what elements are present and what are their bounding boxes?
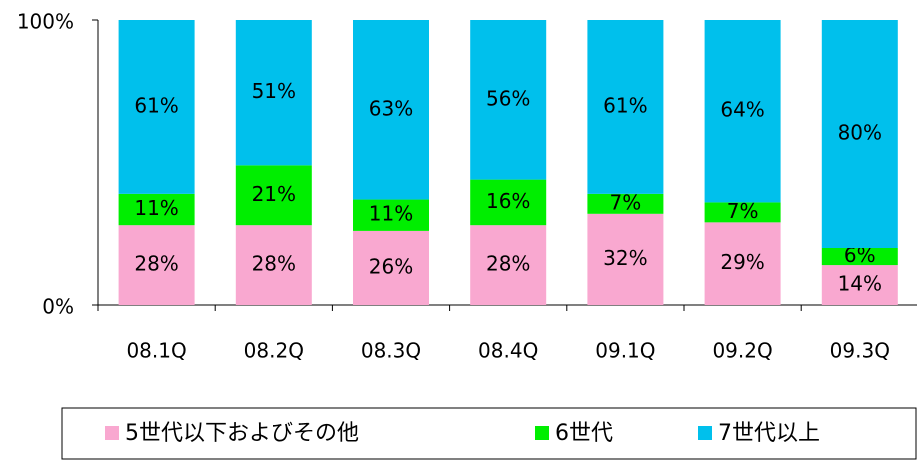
- data-label: 80%: [838, 121, 882, 145]
- legend-swatch: [535, 426, 549, 440]
- x-tick-label: 08.4Q: [478, 339, 538, 363]
- x-tick-label: 08.2Q: [244, 339, 304, 363]
- bar-segment: [587, 193, 664, 214]
- data-label: 51%: [252, 79, 296, 103]
- x-tick-label: 09.3Q: [830, 339, 890, 363]
- data-label: 28%: [486, 252, 530, 276]
- bar-segment: [235, 225, 312, 305]
- bar-segment: [587, 213, 664, 305]
- data-label: 28%: [134, 252, 178, 276]
- legend-label: 5世代以下およびその他: [125, 421, 359, 446]
- x-tick-label: 09.2Q: [712, 339, 772, 363]
- bar-segment: [118, 225, 195, 305]
- bar-segment: [353, 199, 429, 231]
- data-label: 21%: [252, 182, 296, 206]
- bar-segment: [118, 20, 195, 194]
- bar-segment: [470, 179, 547, 226]
- data-label: 11%: [134, 196, 178, 220]
- legend-label: 6世代: [555, 421, 613, 446]
- bar-segment: [118, 193, 195, 226]
- bar-segment: [235, 20, 312, 166]
- bar-segment: [587, 20, 664, 194]
- data-label: 7%: [610, 190, 642, 214]
- data-label: 16%: [486, 189, 530, 213]
- legend-swatch: [698, 426, 712, 440]
- data-label: 14%: [838, 272, 882, 296]
- y-tick-label: 100%: [17, 10, 74, 34]
- data-label: 61%: [134, 93, 178, 117]
- data-label: 32%: [603, 246, 647, 270]
- bar-segment: [235, 165, 312, 226]
- bar-segment: [821, 20, 898, 248]
- bar-segment: [353, 230, 429, 305]
- bar-segment: [353, 20, 429, 200]
- y-tick-label: 0%: [42, 295, 74, 319]
- data-label: 28%: [252, 252, 296, 276]
- bar-segment: [704, 202, 781, 223]
- legend-label: 7世代以上: [718, 421, 820, 446]
- legend-swatch: [105, 426, 119, 440]
- bar-segment: [821, 248, 898, 266]
- data-label: 7%: [727, 199, 759, 223]
- data-label: 11%: [369, 202, 413, 226]
- bar-segment: [821, 265, 898, 305]
- x-tick-label: 08.3Q: [361, 339, 421, 363]
- bar-segment: [704, 222, 781, 305]
- data-label: 64%: [720, 98, 764, 122]
- bar-segment: [704, 20, 781, 203]
- bar-segment: [470, 225, 547, 305]
- bar-segment: [470, 20, 547, 180]
- data-label: 26%: [369, 254, 413, 278]
- data-label: 56%: [486, 86, 530, 110]
- data-label: 61%: [603, 93, 647, 117]
- data-label: 63%: [369, 96, 413, 120]
- legend-box: [61, 407, 917, 460]
- x-tick-label: 09.1Q: [595, 339, 655, 363]
- x-tick-label: 08.1Q: [126, 339, 186, 363]
- data-label: 29%: [720, 250, 764, 274]
